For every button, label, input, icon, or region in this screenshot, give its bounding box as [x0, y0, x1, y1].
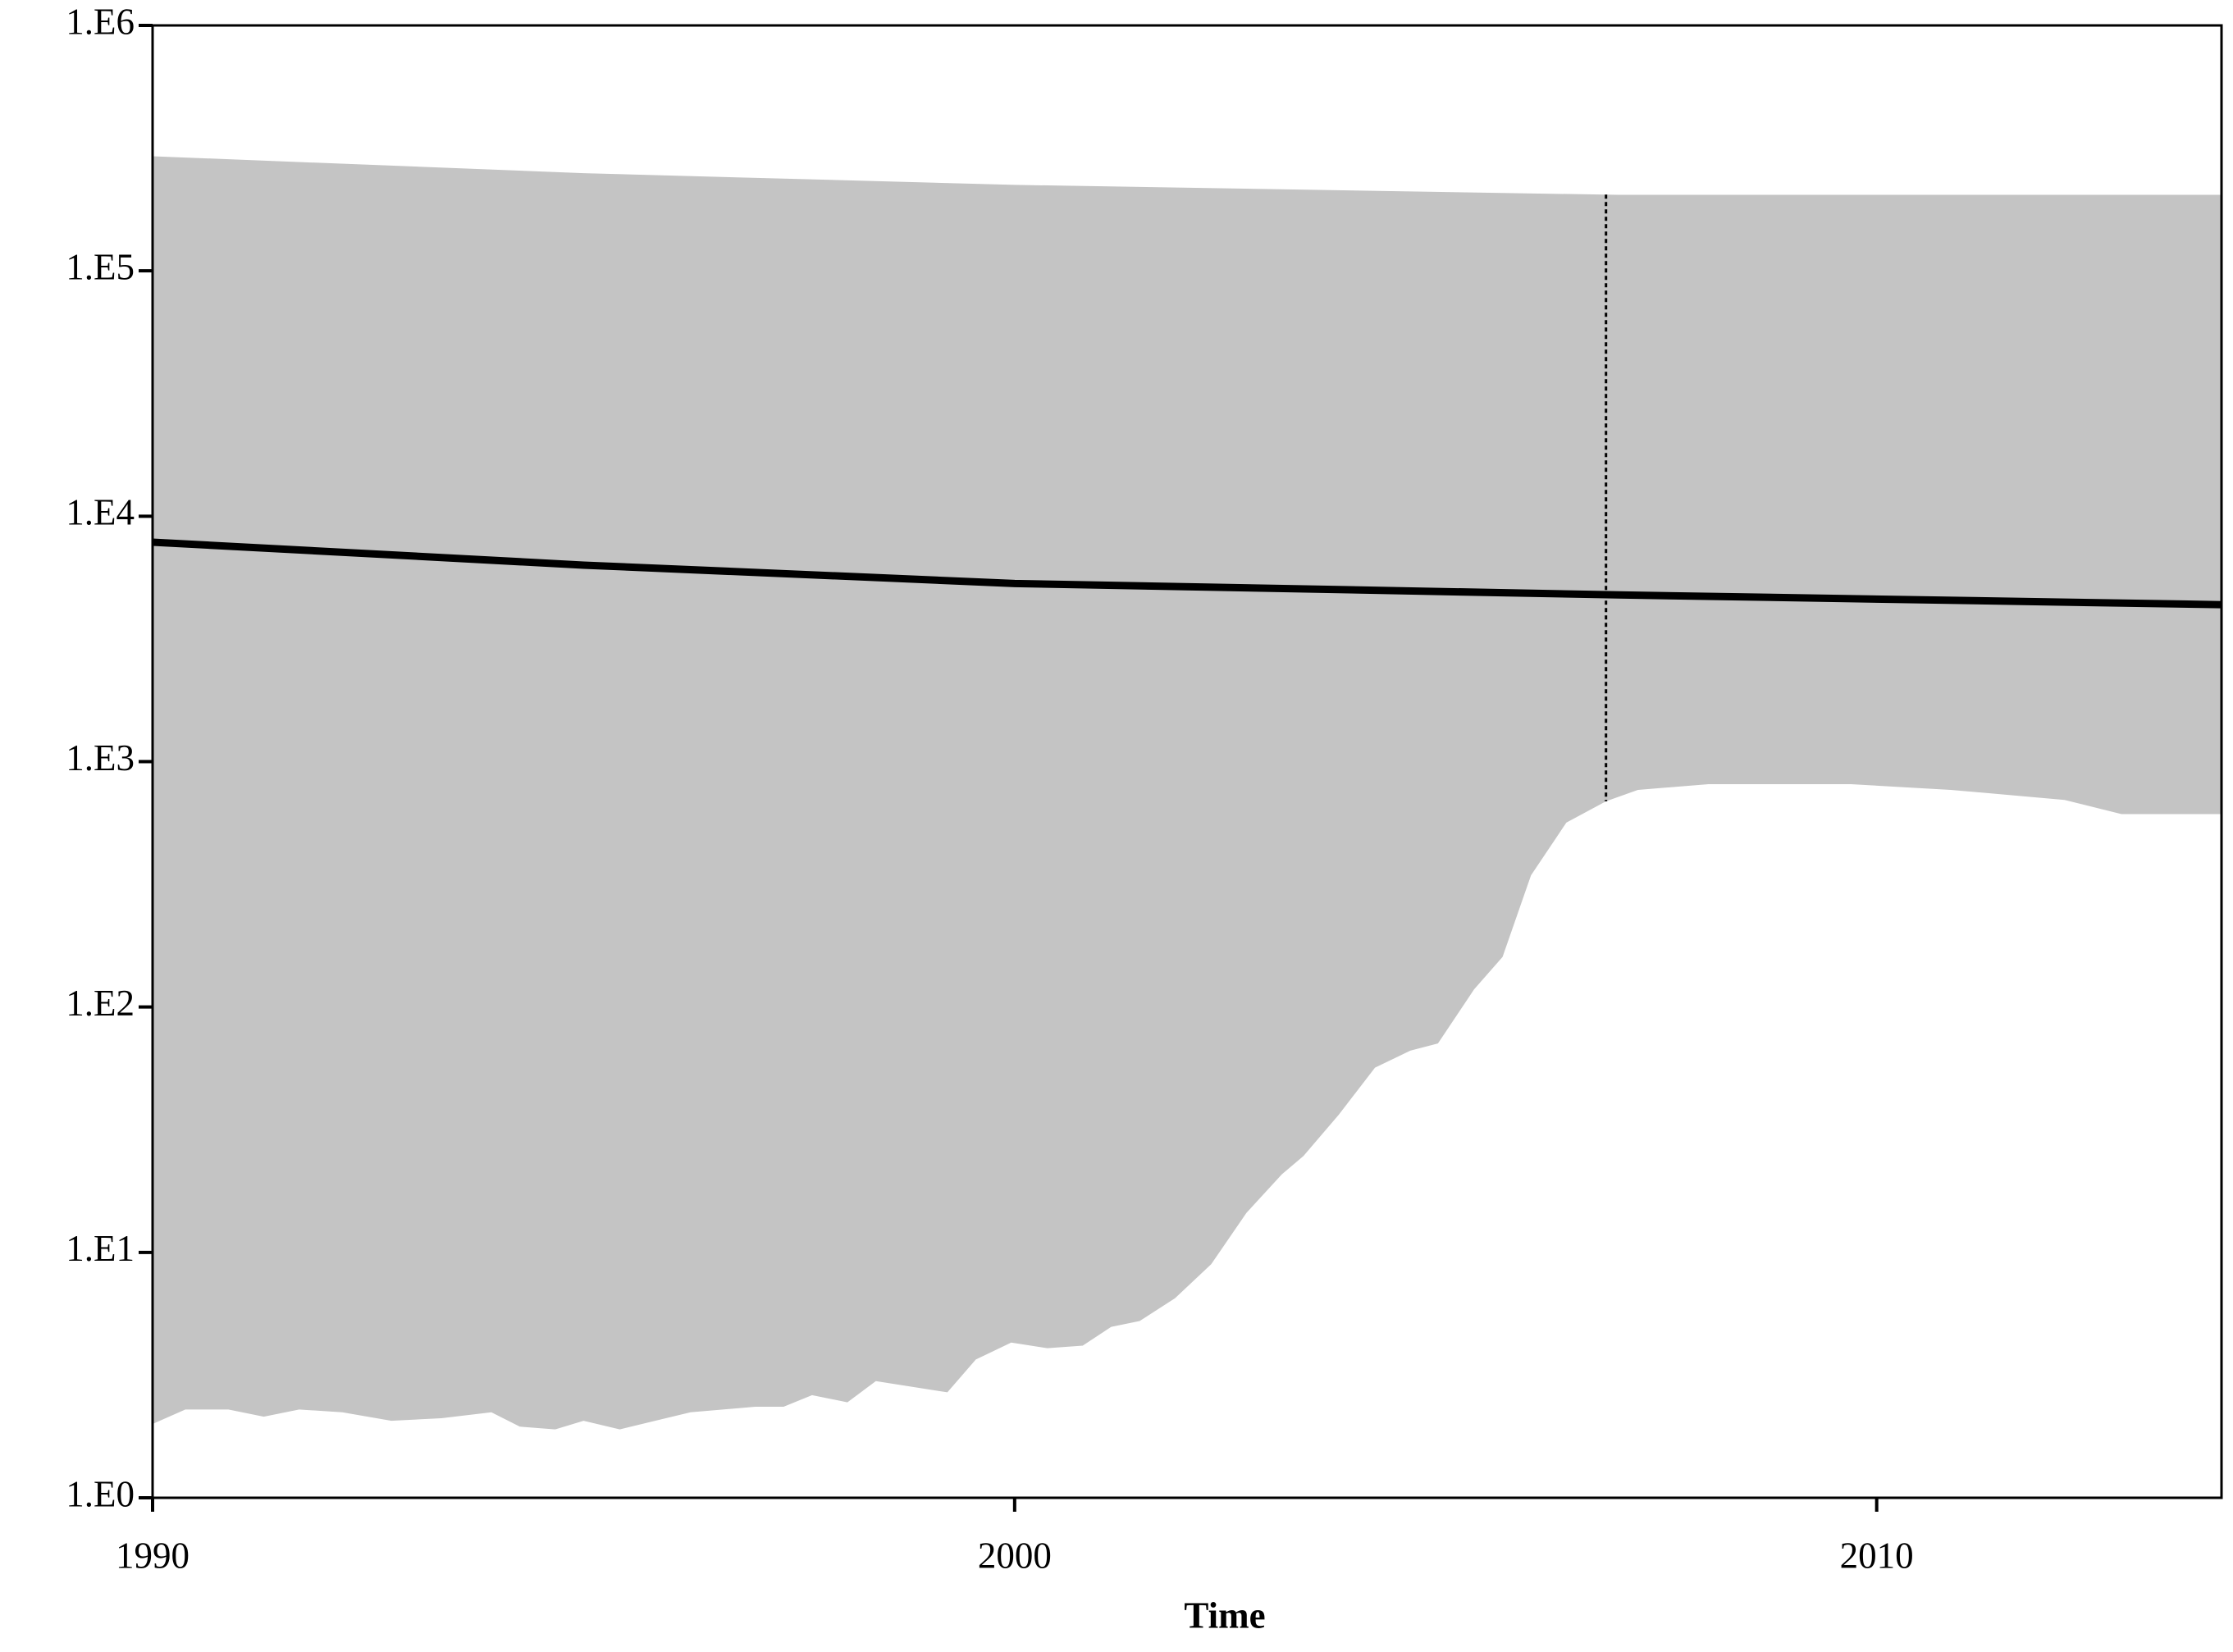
y-tick-label: 1.E2 [66, 983, 135, 1024]
y-tick-label: 1.E0 [66, 1473, 135, 1514]
x-tick-label: 2010 [1840, 1535, 1914, 1576]
lower-area [153, 784, 2222, 1498]
y-tick-label: 1.E6 [66, 1, 135, 42]
median-line [152, 538, 2222, 609]
y-tick-label: 1.E5 [66, 246, 135, 287]
y-tick-label: 1.E4 [66, 492, 135, 533]
x-axis-title: Time [1184, 1595, 1265, 1636]
y-tick-label: 1.E3 [66, 737, 135, 778]
y-tick-label: 1.E1 [66, 1228, 135, 1269]
x-tick-label: 1990 [116, 1535, 190, 1576]
x-tick-label: 2000 [978, 1535, 1052, 1576]
